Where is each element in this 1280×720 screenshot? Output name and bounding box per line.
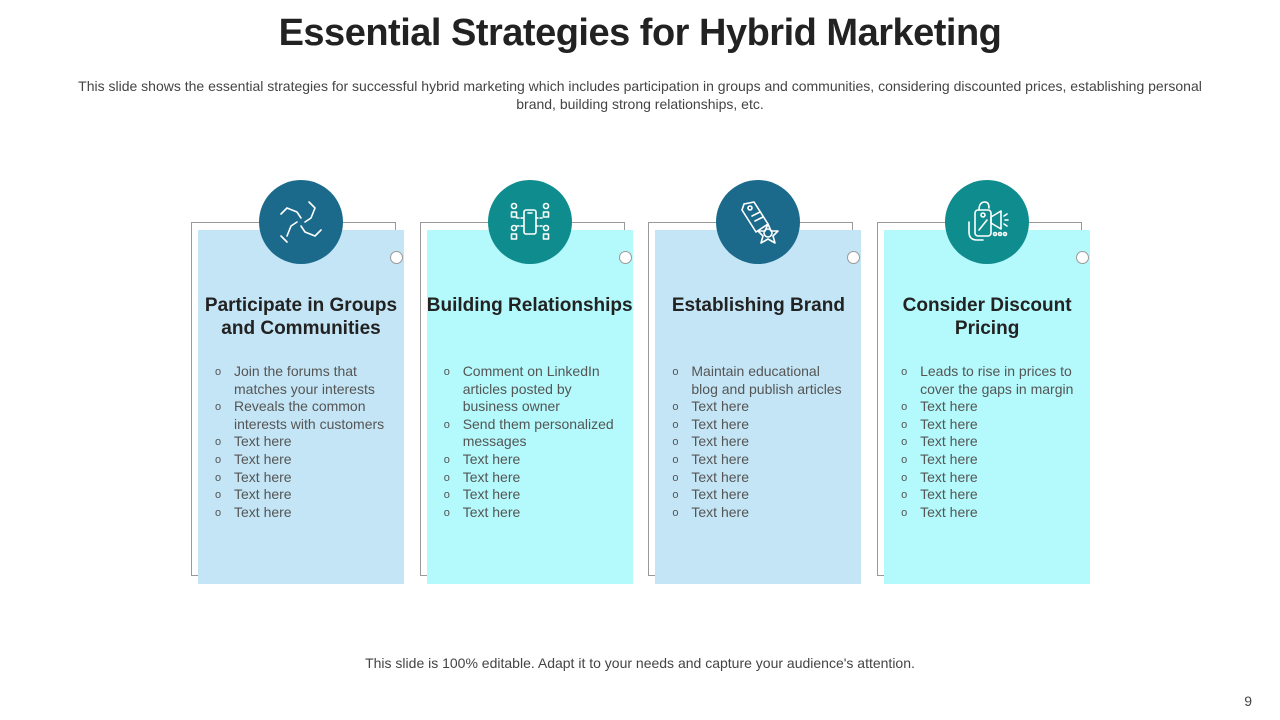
bullet-item: Leads to rise in prices to cover the gap… xyxy=(899,363,1074,398)
icon-circle xyxy=(259,180,343,264)
bullet-item: Text here xyxy=(899,433,1074,451)
bullet-item: Text here xyxy=(442,451,617,469)
bullet-item: Text here xyxy=(442,486,617,504)
footer-text: This slide is 100% editable. Adapt it to… xyxy=(365,655,915,671)
bullet-item: Text here xyxy=(899,469,1074,487)
bullet-item: Text here xyxy=(670,504,845,522)
icon-circle xyxy=(716,180,801,264)
connector-dot xyxy=(390,251,403,264)
bullet-item: Send them personalized messages xyxy=(442,416,617,451)
bullet-item: Text here xyxy=(213,451,388,469)
hands-together-icon xyxy=(280,201,322,243)
bullet-item: Text here xyxy=(899,486,1074,504)
connector-dot xyxy=(847,251,861,264)
bullet-item: Text here xyxy=(899,416,1074,434)
bullet-item: Comment on LinkedIn articles posted by b… xyxy=(442,363,617,416)
strategy-card: Building Relationships Comment on Linked… xyxy=(419,180,635,590)
mobile-network-icon xyxy=(510,202,549,240)
bullet-item: Text here xyxy=(213,469,388,487)
bullet-item: Text here xyxy=(670,433,845,451)
icon-circle xyxy=(487,180,572,264)
page-number: 9 xyxy=(1244,693,1252,709)
bullet-item: Text here xyxy=(213,504,388,522)
card-title: Establishing Brand xyxy=(671,295,845,316)
discount-megaphone-icon xyxy=(968,201,1009,241)
bullet-item: Text here xyxy=(899,504,1074,522)
connector-dot xyxy=(618,251,632,264)
bullet-item: Text here xyxy=(213,486,388,504)
card-title: Building Relationships xyxy=(426,295,633,316)
bullet-item: Text here xyxy=(670,469,845,487)
bullet-item: Reveals the common interests with custom… xyxy=(213,398,388,433)
bullet-item: Text here xyxy=(670,451,845,469)
strategy-card: Establishing Brand Maintain educational … xyxy=(648,180,863,590)
bullet-item: Text here xyxy=(442,504,617,522)
strategy-card: Consider Discount Pricing Leads to rise … xyxy=(877,180,1092,590)
bullet-item: Text here xyxy=(670,486,845,504)
slide-title: Essential Strategies for Hybrid Marketin… xyxy=(278,12,1002,54)
bullet-item: Maintain educational blog and publish ar… xyxy=(670,363,845,398)
bullet-item: Text here xyxy=(442,469,617,487)
bullet-list: Leads to rise in prices to cover the gap… xyxy=(899,363,1074,522)
bullet-list: Join the forums that matches your intere… xyxy=(213,363,388,522)
bullet-list: Comment on LinkedIn articles posted by b… xyxy=(442,363,617,522)
slide-subtitle: This slide shows the essential strategie… xyxy=(78,78,1202,112)
connector-dot xyxy=(1076,251,1090,264)
bullet-item: Text here xyxy=(670,416,845,434)
bullet-item: Text here xyxy=(899,398,1074,416)
strategy-card: Participate in Groups and Communities Jo… xyxy=(191,180,406,590)
bullet-item: Text here xyxy=(213,433,388,451)
bullet-list: Maintain educational blog and publish ar… xyxy=(670,363,845,522)
card-title: Participate in Groups and Communities xyxy=(204,295,398,339)
price-tag-star-icon xyxy=(741,201,780,244)
bullet-item: Text here xyxy=(670,398,845,416)
bullet-item: Text here xyxy=(899,451,1074,469)
card-title: Consider Discount Pricing xyxy=(902,295,1072,339)
bullet-item: Join the forums that matches your intere… xyxy=(213,363,388,398)
icon-circle xyxy=(945,180,1030,264)
